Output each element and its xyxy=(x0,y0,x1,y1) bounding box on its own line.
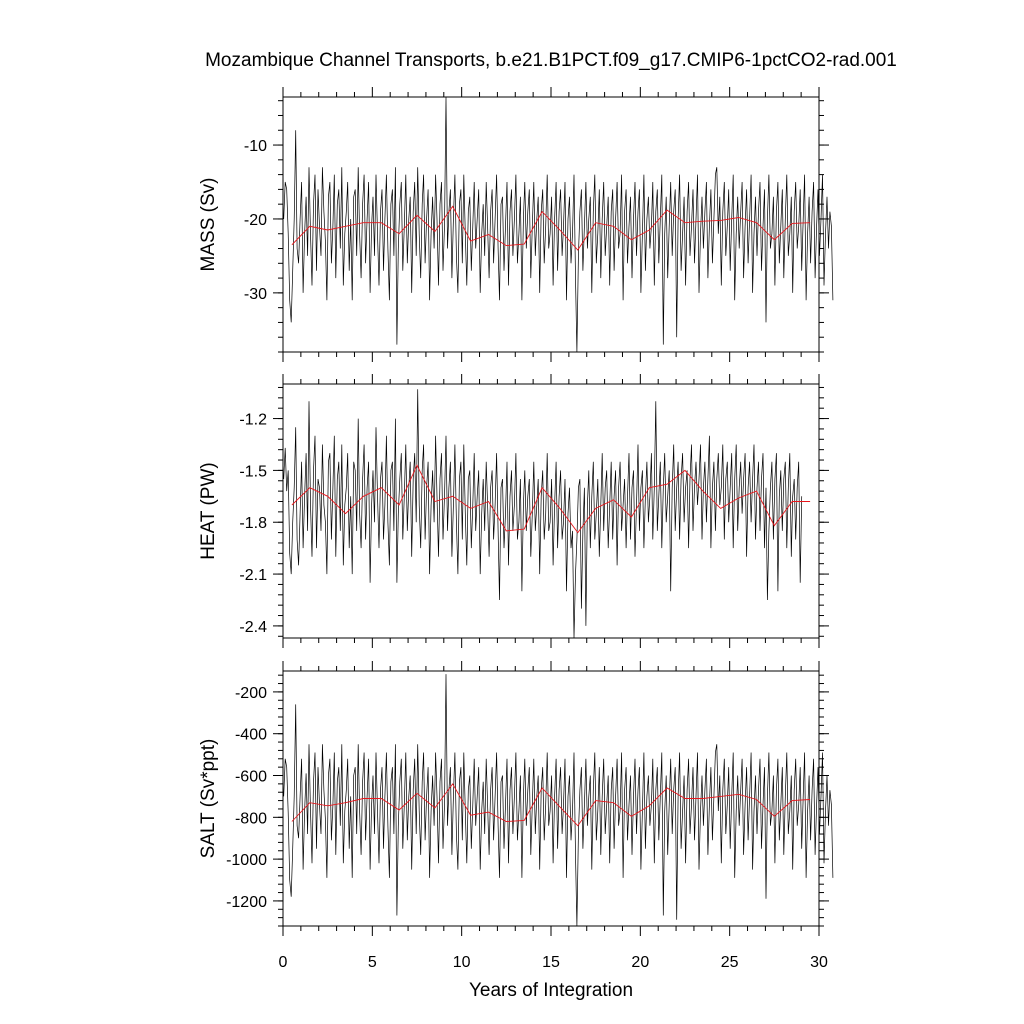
xtick-label: 25 xyxy=(721,954,739,971)
xtick-label: 15 xyxy=(542,954,560,971)
mass-ytick-label: -10 xyxy=(244,138,267,155)
heat-ytick-label: -1.5 xyxy=(239,463,267,480)
mass-annual-series-line xyxy=(291,205,811,251)
salt-ytick-label: -800 xyxy=(235,810,267,827)
chart-title: Mozambique Channel Transports, b.e21.B1P… xyxy=(205,50,897,71)
salt-monthly-series-line xyxy=(283,674,834,927)
mass-y-axis-label: MASS (Sv) xyxy=(198,178,219,272)
salt-ytick-label: -600 xyxy=(235,769,267,786)
panel-salt: -200 -400 -600 -800 -1000 -1200 SALT (Sv*ppt) 0… xyxy=(198,661,834,971)
mass-ytick-label: -30 xyxy=(244,286,267,303)
heat-ytick-label: -2.1 xyxy=(239,567,267,584)
x-axis-label: Years of Integration xyxy=(469,980,633,1001)
mass-monthly-series-line xyxy=(283,96,834,353)
heat-ytick-label: -1.2 xyxy=(239,412,267,429)
xtick-label: 5 xyxy=(368,954,377,971)
salt-ytick-label: -1200 xyxy=(226,894,267,911)
xtick-label: 20 xyxy=(631,954,649,971)
heat-ytick-label: -2.4 xyxy=(239,619,267,636)
panel-heat: -1.2 -1.5 -1.8 -2.1 -2.4 HEAT (PW) xyxy=(198,374,829,648)
panel-mass: -10 -20 -30 MASS (Sv) xyxy=(198,87,834,362)
heat-ytick-label: -1.8 xyxy=(239,515,267,532)
mass-ytick-label: -20 xyxy=(244,212,267,229)
xtick-label: 0 xyxy=(279,954,288,971)
salt-annual-series-line xyxy=(291,783,811,827)
heat-annual-series-line xyxy=(291,464,811,534)
salt-ytick-label: -400 xyxy=(235,727,267,744)
heat-y-axis-label: HEAT (PW) xyxy=(198,462,219,559)
xtick-label: 30 xyxy=(810,954,828,971)
xtick-label: 10 xyxy=(453,954,471,971)
panels: -10 -20 -30 MASS (Sv) -1.2 -1.5 -1.8 -2.1 -2.4 HE… xyxy=(198,87,834,971)
salt-y-axis-label: SALT (Sv*ppt) xyxy=(198,739,219,859)
heat-monthly-series-line xyxy=(283,389,803,639)
salt-ytick-label: -200 xyxy=(235,685,267,702)
salt-ytick-label: -1000 xyxy=(226,852,267,869)
